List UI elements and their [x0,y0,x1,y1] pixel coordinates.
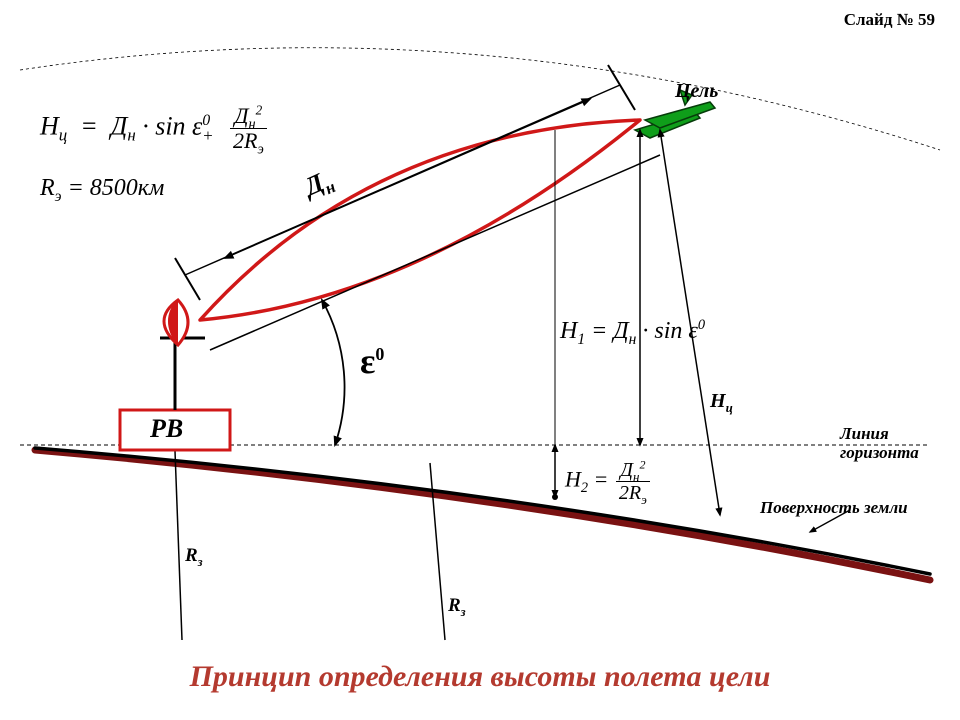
hc-label: Нц [710,390,733,413]
formula-h2: H2 = Дн2 2Rэ [565,460,652,503]
target-label: Цель [675,80,718,103]
eps-arc [322,300,345,445]
horizon-label: Линиягоризонта [840,425,919,462]
h2-foot-dot [552,494,558,500]
rv-label: РВ [150,414,183,444]
slide-title: Принцип определения высоты полета цели [0,660,960,694]
rz-left-line [175,451,182,640]
sight-upper-tick2 [608,65,635,110]
formula-hc: Нц = Дн · sin ε0+ Дн2 2Rэ [40,105,269,152]
eps-label: ε0 [360,340,384,382]
rz-mid-label: Rз [448,595,466,617]
rz-left-label: Rз [185,545,203,567]
formula-re: Rэ = 8500км [40,175,164,202]
slide-number: Слайд № 59 [844,10,935,30]
earth-label: Поверхность земли [760,498,908,518]
formula-h1: H1 = Дн · sin ε0 [560,318,705,345]
dn-arrow [225,99,590,258]
sight-upper-tick [175,258,200,300]
